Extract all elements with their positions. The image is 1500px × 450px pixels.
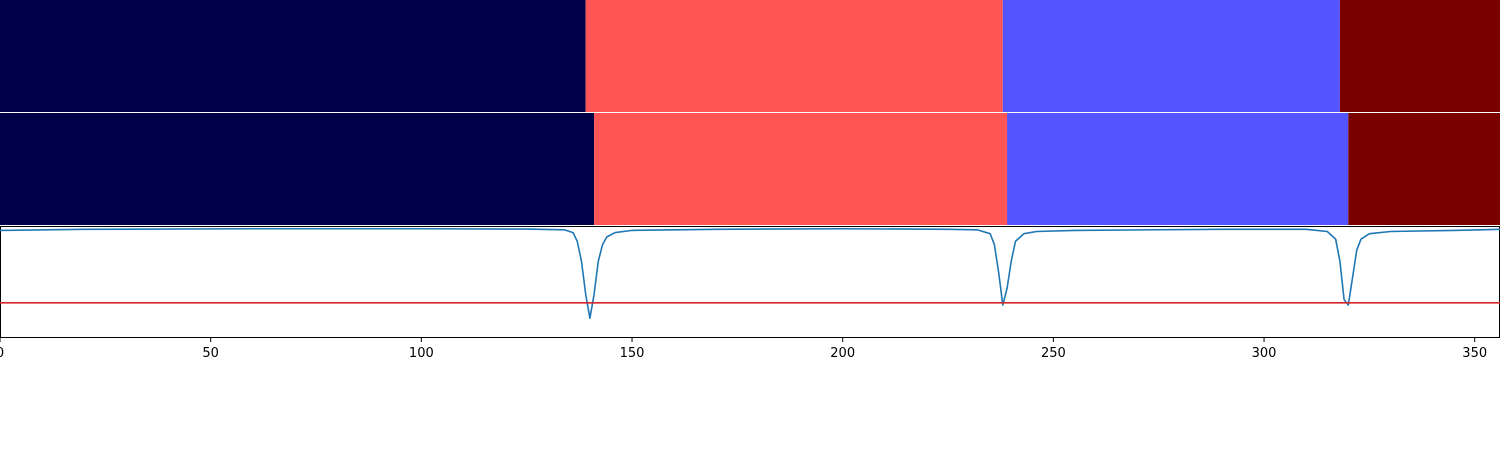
top-segment-3 <box>1002 0 1340 112</box>
x-tick-label-350: 350 <box>1462 346 1487 361</box>
top-segment-1 <box>0 0 586 112</box>
middle-segment-3 <box>1007 113 1349 225</box>
x-tick-label-200: 200 <box>830 346 855 361</box>
middle-segment-2 <box>594 113 1008 225</box>
middle-segment-panel <box>0 113 1500 225</box>
x-tick-label-250: 250 <box>1041 346 1066 361</box>
signal-series-1 <box>0 227 1500 320</box>
x-tick-label-150: 150 <box>620 346 645 361</box>
x-tick-label-0: 0 <box>0 346 4 361</box>
x-tick-label-300: 300 <box>1252 346 1277 361</box>
top-segment-panel <box>0 0 1500 112</box>
top-segment-4 <box>1339 0 1500 112</box>
middle-segment-4 <box>1348 113 1500 225</box>
x-tick-label-100: 100 <box>409 346 434 361</box>
x-axis: 0 50 100 150 200 250 300 350 <box>0 338 1487 361</box>
top-segment-2 <box>585 0 1003 112</box>
signal-line-panel <box>0 226 1500 338</box>
middle-segment-1 <box>0 113 595 225</box>
signal-panel-frame <box>0 226 1500 338</box>
x-tick-label-50: 50 <box>202 346 219 361</box>
